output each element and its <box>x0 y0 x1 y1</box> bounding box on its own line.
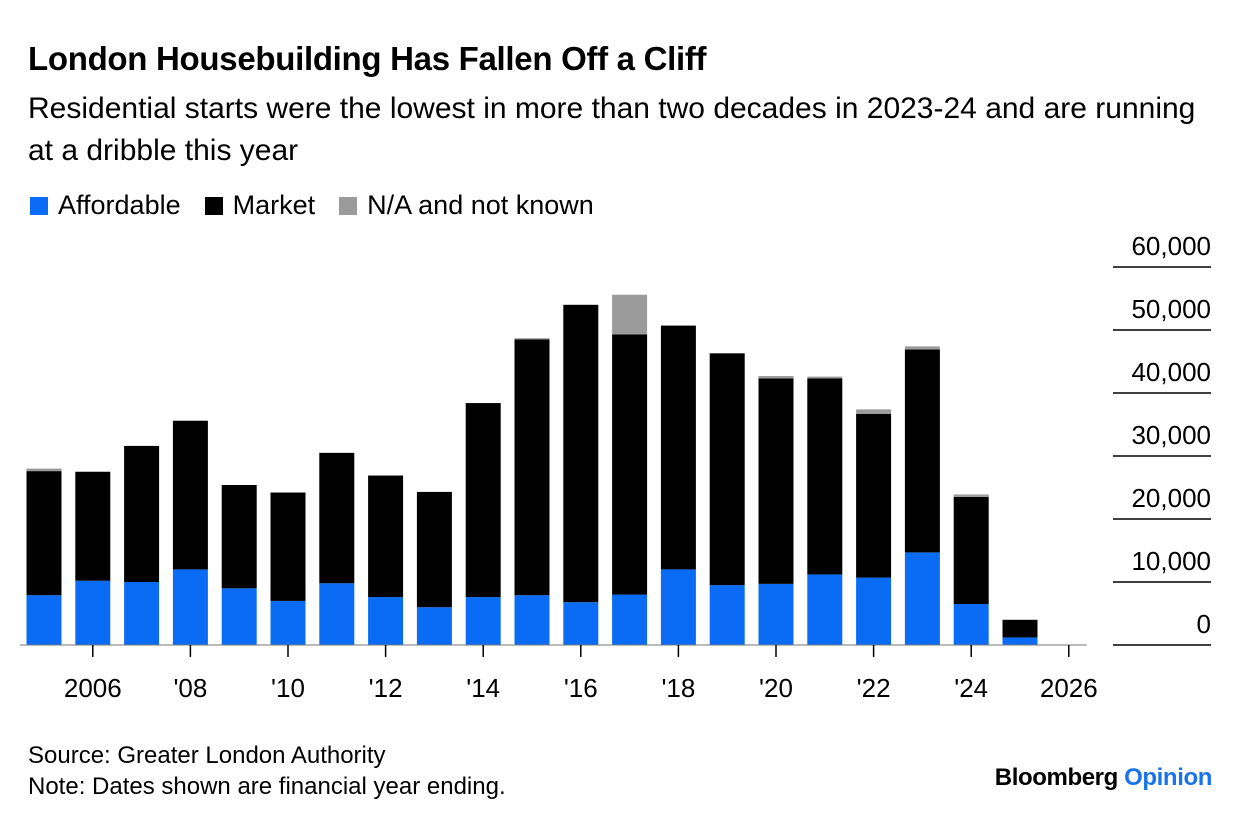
bar-n-a-and-not-known-2005 <box>26 468 62 472</box>
y-tick-label-10000: 10,000 <box>1131 546 1211 576</box>
legend-item-affordable: Affordable <box>30 190 181 221</box>
bar-market-2009 <box>221 484 257 589</box>
legend-label-market: Market <box>232 190 316 220</box>
legend-label-affordable: Affordable <box>58 190 181 220</box>
chart-title: London Housebuilding Has Fallen Off a Cl… <box>28 40 707 77</box>
bar-affordable-2012 <box>368 597 404 645</box>
legend-item-na: N/A and not known <box>339 190 594 221</box>
legend: Affordable Market N/A and not known <box>30 190 618 221</box>
bar-affordable-2017 <box>612 594 648 645</box>
bar-market-2006 <box>75 471 111 581</box>
bar-affordable-2018 <box>660 569 696 645</box>
bar-n-a-and-not-known-2024 <box>953 494 989 497</box>
bar-affordable-2010 <box>270 600 306 645</box>
bar-market-2020 <box>758 378 794 584</box>
bar-market-2010 <box>270 492 306 601</box>
y-tick-label-20000: 20,000 <box>1131 483 1211 513</box>
x-tick-label-2022: '22 <box>857 673 891 703</box>
y-tick-label-30000: 30,000 <box>1131 420 1211 450</box>
bar-n-a-and-not-known-2020 <box>758 375 794 379</box>
bar-market-2021 <box>807 378 843 575</box>
bar-market-2014 <box>465 403 501 598</box>
bar-market-2017 <box>612 334 648 595</box>
x-tick-label-2006: 2006 <box>64 673 122 703</box>
bar-affordable-2006 <box>75 580 111 645</box>
bar-n-a-and-not-known-2021 <box>807 376 843 379</box>
footer-notes: Source: Greater London Authority Note: D… <box>28 740 506 802</box>
y-tick-label-60000: 60,000 <box>1131 231 1211 261</box>
x-tick-label-2020: '20 <box>759 673 793 703</box>
bar-affordable-2019 <box>709 585 745 645</box>
legend-swatch-na <box>339 196 358 215</box>
bar-affordable-2025 <box>1002 637 1038 645</box>
note-text: Note: Dates shown are financial year end… <box>28 773 506 800</box>
bar-n-a-and-not-known-2022 <box>856 409 892 414</box>
bar-affordable-2020 <box>758 583 794 645</box>
bar-affordable-2015 <box>514 595 550 645</box>
chart-subtitle: Residential starts were the lowest in mo… <box>28 92 1196 167</box>
x-tick-label-2018: '18 <box>661 673 695 703</box>
x-tick-label-2012: '12 <box>369 673 403 703</box>
x-tick-label-2026: 2026 <box>1040 673 1098 703</box>
legend-swatch-market <box>204 196 223 215</box>
bar-market-2024 <box>953 496 989 605</box>
x-tick-label-2016: '16 <box>564 673 598 703</box>
bar-market-2016 <box>563 304 599 603</box>
bar-affordable-2016 <box>563 602 599 645</box>
bar-affordable-2005 <box>26 595 62 645</box>
brand-main: Bloomberg <box>994 764 1118 791</box>
bar-affordable-2024 <box>953 604 989 645</box>
brand-accent: Opinion <box>1124 764 1212 791</box>
bar-market-2015 <box>514 339 550 596</box>
bar-market-2005 <box>26 471 62 596</box>
bar-market-2011 <box>319 452 355 584</box>
legend-label-na: N/A and not known <box>367 190 594 220</box>
bar-affordable-2009 <box>221 588 257 645</box>
x-tick-label-2014: '14 <box>466 673 500 703</box>
bar-n-a-and-not-known-2017 <box>612 294 648 335</box>
bar-affordable-2011 <box>319 583 355 645</box>
bar-affordable-2022 <box>856 577 892 645</box>
bar-n-a-and-not-known-2015 <box>514 338 550 340</box>
legend-swatch-affordable <box>30 196 48 215</box>
bar-affordable-2008 <box>172 569 208 645</box>
bar-market-2018 <box>660 325 696 570</box>
bar-market-2007 <box>124 445 160 582</box>
bar-market-2012 <box>368 475 404 598</box>
bar-market-2023 <box>904 349 940 553</box>
y-tick-label-40000: 40,000 <box>1131 357 1211 387</box>
bar-market-2025 <box>1002 619 1038 638</box>
y-tick-label-0: 0 <box>1197 609 1211 639</box>
bar-affordable-2013 <box>416 607 452 645</box>
bar-market-2022 <box>856 413 892 578</box>
bar-affordable-2023 <box>904 552 940 645</box>
legend-item-market: Market <box>204 190 316 221</box>
source-text: Source: Greater London Authority <box>28 742 386 769</box>
bar-market-2013 <box>416 491 452 608</box>
bar-n-a-and-not-known-2023 <box>904 346 940 350</box>
bar-affordable-2007 <box>124 582 160 645</box>
x-tick-label-2024: '24 <box>954 673 988 703</box>
bar-market-2008 <box>172 420 208 570</box>
brand-logo: Bloomberg Opinion <box>994 764 1213 792</box>
x-tick-label-2008: '08 <box>173 673 207 703</box>
x-tick-label-2010: '10 <box>271 673 305 703</box>
bar-affordable-2014 <box>465 597 501 645</box>
bar-market-2019 <box>709 353 745 586</box>
y-tick-label-50000: 50,000 <box>1131 294 1211 324</box>
bar-affordable-2021 <box>807 574 843 645</box>
